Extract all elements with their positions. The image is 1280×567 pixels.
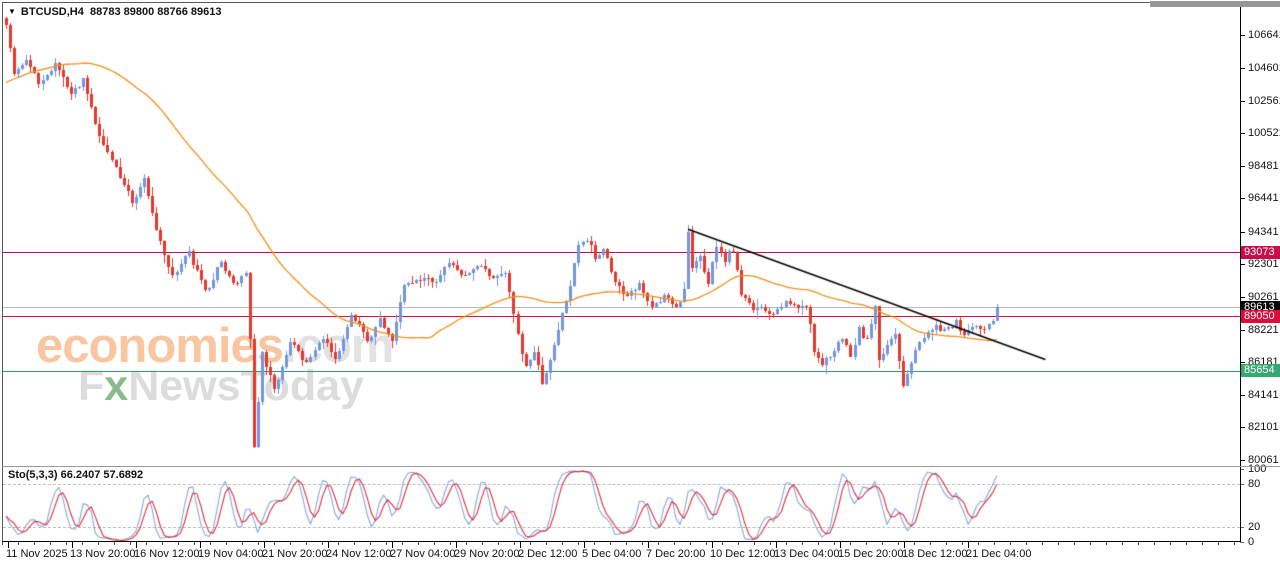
price-tick-label: 98481 — [1248, 160, 1279, 172]
price-tick-label: 100521 — [1248, 127, 1280, 139]
sto-tick-mark — [1240, 484, 1244, 485]
time-tick-label: 21 Nov 20:00 — [262, 548, 328, 560]
time-tick-label: 29 Nov 20:00 — [454, 548, 520, 560]
sto-tick-label: 20 — [1248, 521, 1261, 533]
price-tick-mark — [1240, 198, 1245, 199]
price-tick-label: 96441 — [1248, 192, 1279, 204]
price-tick-mark — [1240, 166, 1245, 167]
time-tick-label: 27 Nov 04:00 — [390, 548, 456, 560]
price-tick-mark — [1240, 297, 1245, 298]
time-tick-mark — [328, 542, 329, 548]
price-tick-label: 90261 — [1248, 291, 1279, 303]
time-tick-label: 24 Nov 12:00 — [326, 548, 392, 560]
price-tick-mark — [1240, 330, 1245, 331]
price-axis-separator — [1240, 2, 1241, 541]
time-tick-mark — [648, 542, 649, 548]
window-top-edge — [1150, 1, 1280, 7]
price-badge-85654: 85654 — [1241, 364, 1280, 377]
time-tick-mark — [968, 542, 969, 548]
time-tick-mark — [264, 542, 265, 548]
chart-frame-left — [2, 2, 3, 541]
time-tick-label: 19 Nov 04:00 — [198, 548, 264, 560]
time-tick-label: 11 Nov 2025 — [6, 548, 68, 560]
sto-tick-label: 80 — [1248, 478, 1261, 490]
time-tick-label: 5 Dec 04:00 — [582, 548, 642, 560]
price-tick-mark — [1240, 395, 1245, 396]
time-tick-label: 21 Dec 04:00 — [966, 548, 1032, 560]
time-axis-minor-ticks — [2, 542, 1241, 545]
price-tick-mark — [1240, 68, 1245, 69]
sto-tick-mark — [1240, 469, 1244, 470]
price-tick-label: 92301 — [1248, 258, 1279, 270]
time-tick-mark — [8, 542, 9, 548]
time-tick-mark — [136, 542, 137, 548]
time-tick-label: 7 Dec 20:00 — [646, 548, 706, 560]
panel-splitter[interactable] — [2, 466, 1280, 467]
price-badge-89050: 89050 — [1241, 310, 1280, 323]
time-tick-label: 10 Dec 12:00 — [710, 548, 776, 560]
time-tick-mark — [392, 542, 393, 548]
time-tick-label: 2 Dec 12:00 — [518, 548, 578, 560]
indicator-name: Sto(5,3,3) — [8, 469, 58, 481]
chart-frame-bottom — [2, 541, 1241, 542]
time-tick-mark — [840, 542, 841, 548]
sto-tick-mark — [1240, 542, 1244, 543]
price-tick-mark — [1240, 460, 1245, 461]
time-tick-mark — [712, 542, 713, 548]
ohlc-readout: 88783 89800 88766 89613 — [90, 6, 222, 18]
time-tick-label: 13 Dec 04:00 — [774, 548, 840, 560]
price-tick-mark — [1240, 35, 1245, 36]
time-tick-mark — [776, 542, 777, 548]
time-tick-mark — [200, 542, 201, 548]
price-tick-label: 82101 — [1248, 421, 1279, 433]
price-tick-mark — [1240, 133, 1245, 134]
time-tick-mark — [584, 542, 585, 548]
price-tick-label: 94341 — [1248, 226, 1279, 238]
time-tick-label: 18 Dec 12:00 — [902, 548, 968, 560]
price-tick-label: 80061 — [1248, 454, 1279, 466]
time-tick-mark — [520, 542, 521, 548]
time-tick-label: 15 Dec 20:00 — [838, 548, 904, 560]
price-tick-label: 84141 — [1248, 389, 1279, 401]
price-tick-label: 88221 — [1248, 324, 1279, 336]
price-tick-mark — [1240, 101, 1245, 102]
symbol-header[interactable]: ▼ BTCUSD,H4 88783 89800 88766 89613 — [8, 6, 222, 18]
price-tick-mark — [1240, 362, 1245, 363]
chart-frame-top — [2, 2, 1240, 3]
symbol-timeframe-label: BTCUSD,H4 — [20, 6, 84, 18]
sto-tick-label: 0 — [1248, 536, 1255, 548]
price-badge-93073: 93073 — [1241, 246, 1280, 259]
price-tick-mark — [1240, 427, 1245, 428]
time-tick-mark — [456, 542, 457, 548]
indicator-values: 66.2407 57.6892 — [60, 469, 144, 481]
time-tick-mark — [72, 542, 73, 548]
stochastic-oscillator-canvas[interactable] — [2, 467, 1240, 541]
sto-tick-mark — [1240, 527, 1244, 528]
time-tick-label: 16 Nov 12:00 — [134, 548, 200, 560]
dropdown-caret-icon[interactable]: ▼ — [8, 7, 16, 16]
indicator-label: Sto(5,3,3) 66.2407 57.6892 — [8, 469, 143, 481]
price-tick-mark — [1240, 264, 1245, 265]
price-tick-mark — [1240, 232, 1245, 233]
sto-tick-label: 100 — [1248, 463, 1267, 475]
time-tick-label: 13 Nov 20:00 — [70, 548, 136, 560]
candlestick-chart-canvas[interactable] — [2, 2, 1240, 465]
time-tick-mark — [904, 542, 905, 548]
